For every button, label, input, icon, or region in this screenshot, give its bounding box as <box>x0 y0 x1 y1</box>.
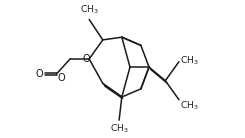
Text: CH$_3$: CH$_3$ <box>80 4 98 16</box>
Text: O: O <box>82 54 90 64</box>
Text: O: O <box>58 73 65 83</box>
Text: CH$_3$: CH$_3$ <box>180 55 198 67</box>
Text: O: O <box>36 69 44 79</box>
Text: CH$_3$: CH$_3$ <box>110 122 128 135</box>
Text: CH$_3$: CH$_3$ <box>180 100 198 112</box>
